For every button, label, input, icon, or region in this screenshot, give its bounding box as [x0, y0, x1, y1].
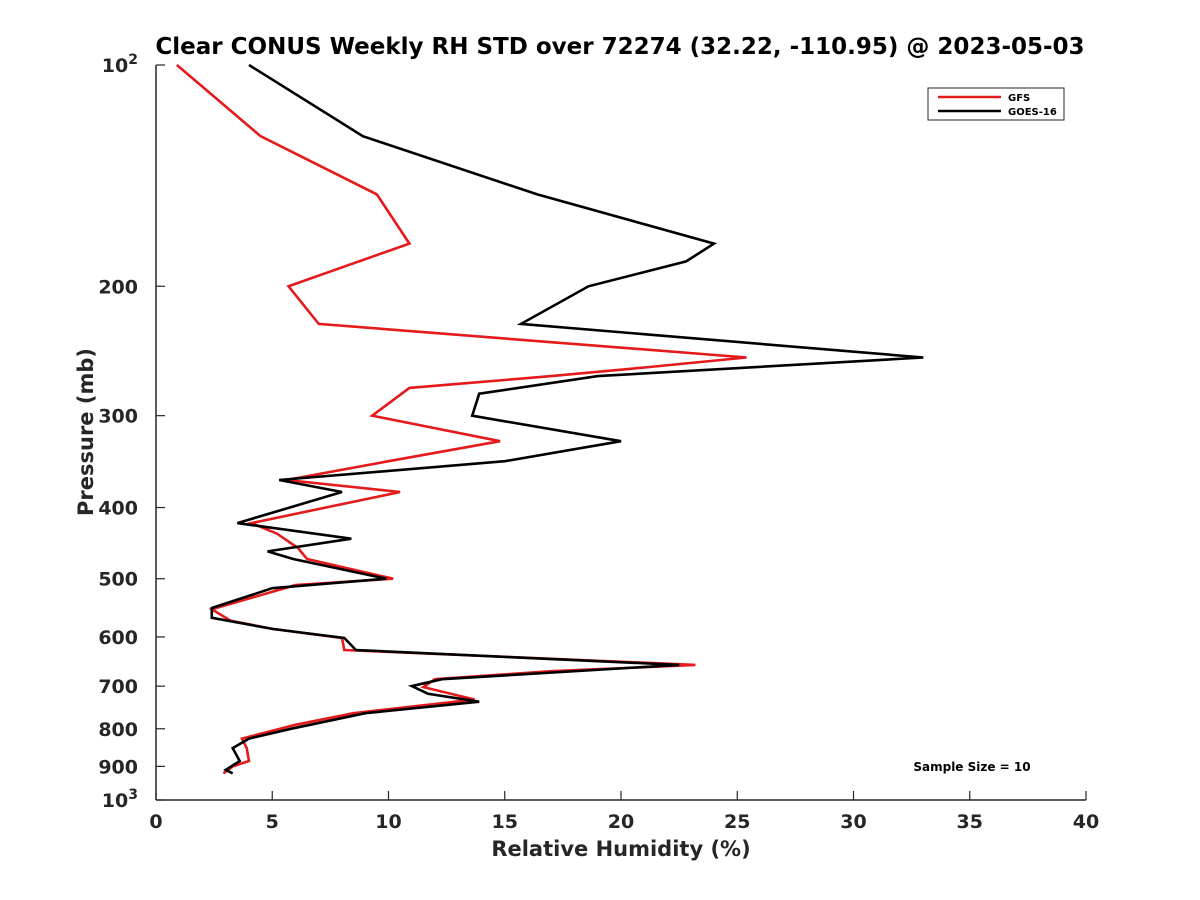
x-tick-label-7: 35	[957, 811, 983, 833]
x-tick-label-3: 15	[492, 811, 518, 833]
legend-label-0: GFS	[1008, 93, 1030, 104]
series-line-0	[176, 64, 747, 775]
x-tick-label-8: 40	[1073, 811, 1099, 833]
legend: GFS GOES-16	[927, 87, 1065, 121]
y-tick-label-7: 800	[98, 719, 138, 741]
y-tick-label-3: 400	[98, 498, 138, 520]
x-tick-label-6: 30	[840, 811, 866, 833]
y-tick-label-9: 103	[102, 787, 138, 812]
series-line-1	[210, 63, 924, 775]
series-layer	[176, 63, 924, 775]
y-tick-label-0: 102	[102, 52, 138, 77]
chart-title: Clear CONUS Weekly RH STD over 72274 (32…	[155, 34, 1084, 60]
y-tick-label-1: 200	[98, 276, 138, 298]
x-ticks: 0 5 10 15 20 25 30 35 40	[149, 791, 1099, 833]
x-tick-label-1: 5	[266, 811, 279, 833]
y-tick-label-6: 700	[98, 676, 138, 698]
y-tick-label-8: 900	[98, 756, 138, 778]
sample-size-annotation: Sample Size = 10	[913, 760, 1030, 774]
axes-layer	[155, 65, 1086, 801]
x-axis-title: Relative Humidity (%)	[491, 837, 750, 861]
legend-box	[927, 87, 1065, 121]
x-tick-label-4: 20	[608, 811, 634, 833]
x-tick-label-0: 0	[149, 811, 162, 833]
y-tick-label-5: 600	[98, 627, 138, 649]
y-tick-label-4: 500	[98, 569, 138, 591]
x-tick-label-5: 25	[724, 811, 750, 833]
y-axis-title: Pressure (mb)	[74, 348, 98, 516]
y-ticks: 102 200 300 400 500 600 700 800 900 103	[98, 52, 165, 812]
y-tick-label-2: 300	[98, 406, 138, 428]
x-tick-label-2: 10	[375, 811, 401, 833]
legend-label-1: GOES-16	[1008, 107, 1057, 118]
legend-items: GFS GOES-16	[938, 93, 1057, 118]
